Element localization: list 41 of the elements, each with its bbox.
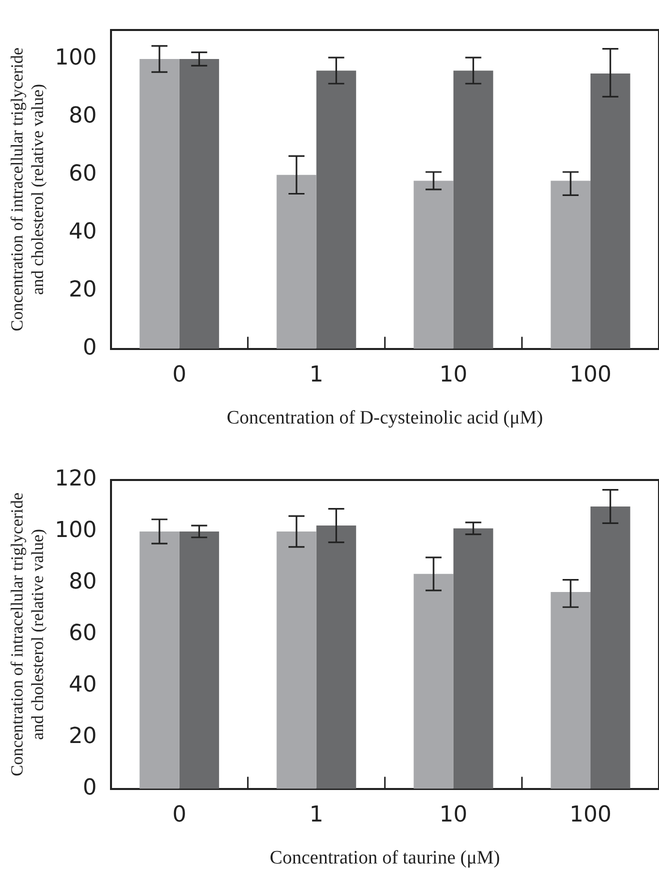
x-tick-label: 10 [439,362,468,388]
y-tick-label: 20 [68,724,97,750]
bar [276,174,316,349]
x-tick-label: 10 [439,802,468,828]
x-tick-label: 100 [569,802,612,828]
y-axis-title: Concentration of intracellular triglyceride and cholesterol (relative value) [8,48,48,332]
x-tick-label: 1 [309,802,324,828]
bar [140,531,180,789]
y-tick-label: 40 [68,672,97,698]
y-tick-label: 60 [68,621,97,646]
y-tick-label: 120 [54,466,97,492]
y-tick-label: 100 [54,518,97,544]
y-tick-label: 20 [68,278,97,303]
x-tick-label: 0 [172,802,186,828]
y-tick-label: 80 [68,104,97,129]
bar [453,70,494,349]
x-tick-label: 0 [172,362,186,388]
bar [414,180,454,349]
bar [414,574,454,789]
bar [590,73,630,349]
y-axis-title: Concentration of intracellular triglyceride and cholesterol (relative value) [8,492,48,776]
y-tick-label: 80 [68,570,97,595]
bar [590,506,630,789]
bar [316,70,356,349]
y-tick-label: 60 [68,162,97,187]
x-axis-title: Concentration of taurine (μM) [270,848,500,869]
bar [550,592,590,789]
bar [140,58,180,349]
bar [179,58,220,349]
y-tick-label: 0 [82,336,97,361]
bar [453,528,494,789]
bar [316,526,356,789]
bar [276,531,316,789]
y-tick-label: 40 [68,220,97,245]
x-axis-title: Concentration of D-cysteinolic acid (μM) [226,408,543,429]
bar [550,180,590,349]
y-tick-label: 0 [82,776,97,801]
y-tick-label: 100 [54,46,97,71]
bar [179,531,220,789]
x-tick-label: 100 [569,362,612,388]
x-tick-label: 1 [309,362,324,388]
